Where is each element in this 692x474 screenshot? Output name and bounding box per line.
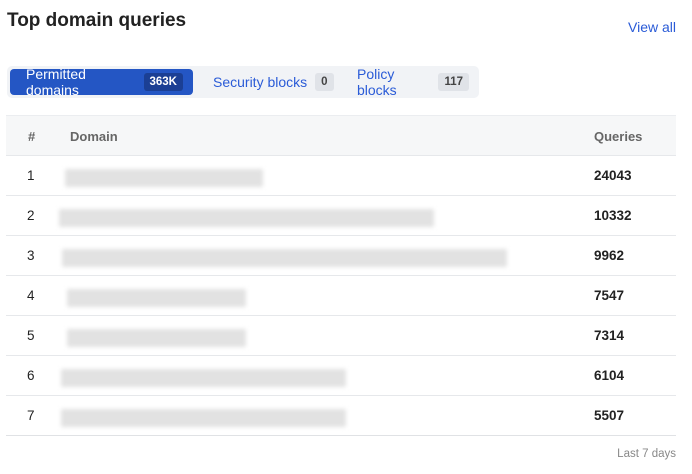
redacted-domain: [67, 329, 246, 347]
table-row[interactable]: 2 10332: [6, 195, 676, 235]
table-header: # Domain Queries: [6, 115, 676, 155]
header-rank: #: [28, 129, 36, 144]
view-all-link[interactable]: View all: [628, 19, 676, 35]
tab-policy-blocks[interactable]: Policy blocks 117: [341, 66, 479, 98]
table-row[interactable]: 5 7314: [6, 315, 676, 355]
header-domain: Domain: [70, 129, 118, 144]
query-count: 9962: [594, 248, 625, 263]
tab-label: Permitted domains: [26, 66, 86, 98]
rank: 6: [27, 368, 35, 383]
table-row[interactable]: 1 24043: [6, 155, 676, 195]
query-count: 7547: [594, 288, 625, 303]
table-row[interactable]: 7 5507: [6, 395, 676, 435]
query-count: 7314: [594, 328, 625, 343]
redacted-domain: [61, 369, 346, 387]
rank: 3: [27, 248, 35, 263]
time-range-label: Last 7 days: [617, 448, 676, 460]
redacted-domain: [65, 169, 263, 187]
rank: 4: [27, 288, 35, 303]
redacted-domain: [67, 289, 246, 307]
rank: 2: [27, 208, 35, 223]
query-count: 5507: [594, 408, 625, 423]
count-badge: 363K: [143, 73, 183, 91]
redacted-domain: [61, 409, 346, 427]
table-bottom-divider: [6, 435, 676, 436]
header-queries: Queries: [594, 129, 643, 144]
rank: 7: [27, 408, 35, 423]
query-count: 24043: [594, 168, 632, 183]
tab-bar: Permitted domains 363K Security blocks 0 P…: [7, 66, 479, 98]
tab-label: Security blocks: [213, 74, 308, 90]
rank: 1: [27, 168, 35, 183]
query-count: 10332: [594, 208, 632, 223]
count-badge: 0: [315, 73, 334, 91]
rank: 5: [27, 328, 35, 343]
redacted-domain: [62, 249, 507, 267]
table-row[interactable]: 3 9962: [6, 235, 676, 275]
count-badge: 117: [438, 73, 469, 91]
table-row[interactable]: 4 7547: [6, 275, 676, 315]
page-title: Top domain queries: [7, 10, 187, 31]
tab-security-blocks[interactable]: Security blocks 0: [197, 69, 344, 95]
tab-permitted-domains[interactable]: Permitted domains 363K: [10, 66, 193, 98]
query-count: 6104: [594, 368, 625, 383]
table-row[interactable]: 6 6104: [6, 355, 676, 395]
tab-label: Policy blocks: [357, 66, 397, 98]
redacted-domain: [59, 209, 434, 227]
